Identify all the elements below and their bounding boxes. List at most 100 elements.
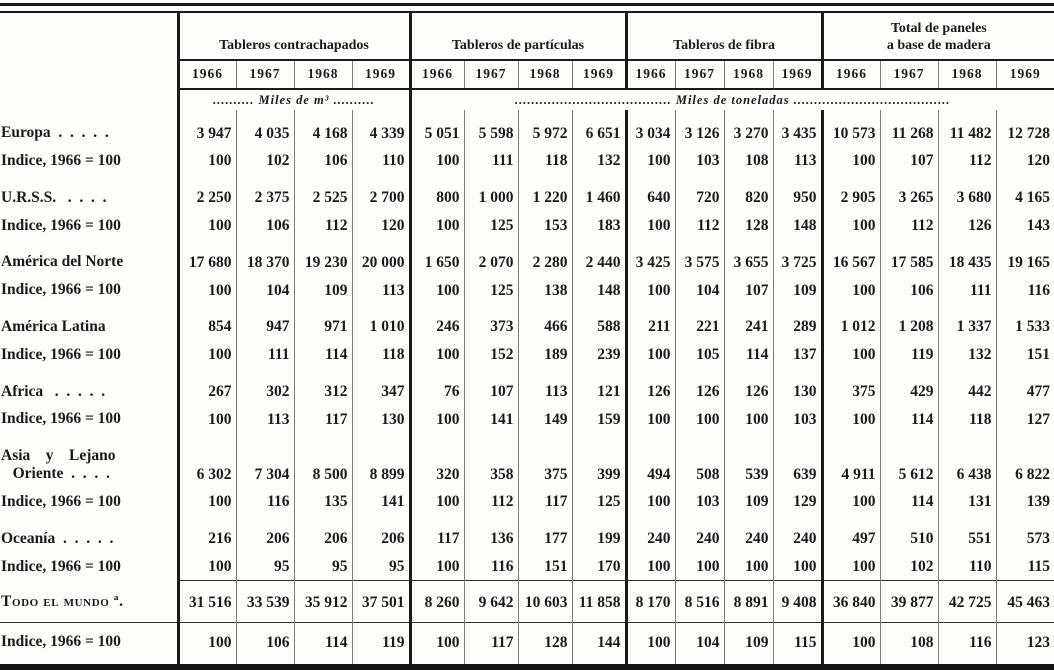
row-label: Indice, 1966 = 100 xyxy=(1,492,121,510)
value-cell: 18 370 xyxy=(235,239,294,277)
value-cell: 100 xyxy=(176,487,236,516)
value-cell: 267 xyxy=(176,368,236,406)
value-cell: 112 xyxy=(879,211,939,240)
value-cell: 117 xyxy=(408,515,464,553)
value-cell: 3 425 xyxy=(624,239,675,277)
value-cell: 106 xyxy=(235,211,294,240)
value-cell: 141 xyxy=(351,487,410,516)
row-label: Indice, 1966 = 100 xyxy=(1,281,121,299)
year-header: 1967 xyxy=(879,60,939,91)
value-cell: 189 xyxy=(517,340,572,369)
year-header: 1968 xyxy=(517,60,572,91)
value-cell: 100 xyxy=(820,276,881,305)
value-cell: 151 xyxy=(995,340,1054,369)
year-header: 1967 xyxy=(235,60,294,91)
row-label: Asia y Lejano Oriente . . . . xyxy=(1,447,116,483)
value-cell: 39 877 xyxy=(879,579,939,623)
value-cell: 216 xyxy=(176,515,236,553)
group-header-particulas: Tableros de partículas xyxy=(408,12,626,62)
year-header-row: 1966 1967 1968 1969 1966 1967 1968 1969 … xyxy=(0,60,1054,91)
value-cell: 820 xyxy=(723,174,773,212)
value-cell: 117 xyxy=(463,622,518,668)
value-cell: 100 xyxy=(408,405,464,434)
year-header: 1969 xyxy=(351,60,410,91)
region-row: U.R.S.S. . . . .2 250 2 375 2 525 2 700 800 1… xyxy=(0,174,1054,212)
value-cell: 128 xyxy=(723,211,773,240)
value-cell: 8 500 xyxy=(293,433,352,488)
value-cell: 123 xyxy=(995,622,1054,668)
value-cell: 116 xyxy=(463,552,518,581)
value-cell: 114 xyxy=(723,340,773,369)
value-cell: 102 xyxy=(879,552,939,581)
value-cell: 639 xyxy=(772,433,823,488)
value-cell: 114 xyxy=(293,622,352,668)
value-cell: 947 xyxy=(235,304,294,341)
value-cell: 2 440 xyxy=(571,239,626,277)
value-cell: 113 xyxy=(351,276,410,305)
value-cell: 240 xyxy=(674,515,724,553)
value-cell: 114 xyxy=(879,405,939,434)
value-cell: 497 xyxy=(820,515,881,553)
value-cell: 37 501 xyxy=(351,579,410,623)
value-cell: 3 126 xyxy=(674,110,724,147)
value-cell: 206 xyxy=(235,515,294,553)
value-cell: 10 573 xyxy=(820,110,881,147)
value-cell: 9 642 xyxy=(463,579,518,623)
value-cell: 2 905 xyxy=(820,174,881,212)
row-label: Indice, 1966 = 100 xyxy=(1,151,121,169)
region-row: Oceanía . . . . . 216 206 206 206 117 136 177 19… xyxy=(0,515,1054,553)
value-cell: 240 xyxy=(723,515,773,553)
value-cell: 347 xyxy=(351,368,410,406)
units-label-m3: .......... Miles de m³ .......... xyxy=(176,89,410,111)
value-cell: 100 xyxy=(723,405,773,434)
value-cell: 113 xyxy=(517,368,572,406)
value-cell: 100 xyxy=(408,340,464,369)
value-cell: 854 xyxy=(176,304,236,341)
value-cell: 137 xyxy=(772,340,823,369)
value-cell: 510 xyxy=(879,515,939,553)
value-cell: 4 035 xyxy=(235,110,294,147)
value-cell: 3 265 xyxy=(879,174,939,212)
value-cell: 95 xyxy=(293,552,352,581)
value-cell: 114 xyxy=(879,487,939,516)
value-cell: 125 xyxy=(463,276,518,305)
value-cell: 100 xyxy=(408,146,464,175)
value-cell: 800 xyxy=(408,174,464,212)
value-cell: 100 xyxy=(624,405,675,434)
year-header: 1966 xyxy=(408,60,464,91)
value-cell: 429 xyxy=(879,368,939,406)
year-header: 1969 xyxy=(571,60,626,91)
value-cell: 111 xyxy=(937,276,997,305)
value-cell: 950 xyxy=(772,174,823,212)
value-cell: 132 xyxy=(937,340,997,369)
value-cell: 129 xyxy=(772,487,823,516)
year-header: 1968 xyxy=(937,60,997,91)
value-cell: 109 xyxy=(293,276,352,305)
value-cell: 206 xyxy=(293,515,352,553)
value-cell: 116 xyxy=(937,622,997,668)
value-cell: 12 728 xyxy=(995,110,1054,147)
value-cell: 20 000 xyxy=(351,239,410,277)
value-cell: 19 230 xyxy=(293,239,352,277)
row-label: Indice, 1966 = 100 xyxy=(1,345,121,363)
value-cell: 1 012 xyxy=(820,304,881,341)
value-cell: 103 xyxy=(674,487,724,516)
index-row: Indice, 1966 = 100 100 104 109 113 100 125 138 1… xyxy=(0,276,1054,305)
value-cell: 8 170 xyxy=(624,579,675,623)
region-row: Africa . . . . . 267 302 312 347 76 107 113 121 1… xyxy=(0,368,1054,406)
value-cell: 108 xyxy=(879,622,939,668)
value-cell: 100 xyxy=(176,276,236,305)
value-cell: 100 xyxy=(408,487,464,516)
value-cell: 118 xyxy=(937,405,997,434)
value-cell: 2 375 xyxy=(235,174,294,212)
value-cell: 11 858 xyxy=(571,579,626,623)
value-cell: 118 xyxy=(517,146,572,175)
year-header: 1966 xyxy=(820,60,881,91)
index-row: Indice, 1966 = 100 100 102 106 110 100 111 118 1… xyxy=(0,146,1054,175)
value-cell: 206 xyxy=(351,515,410,553)
value-cell: 3 435 xyxy=(772,110,823,147)
value-cell: 125 xyxy=(463,211,518,240)
value-cell: 3 575 xyxy=(674,239,724,277)
region-row: Europa . . . . . 3 947 4 035 4 168 4 339 5 05… xyxy=(0,110,1054,147)
row-label: Africa . . . . . xyxy=(1,382,106,400)
